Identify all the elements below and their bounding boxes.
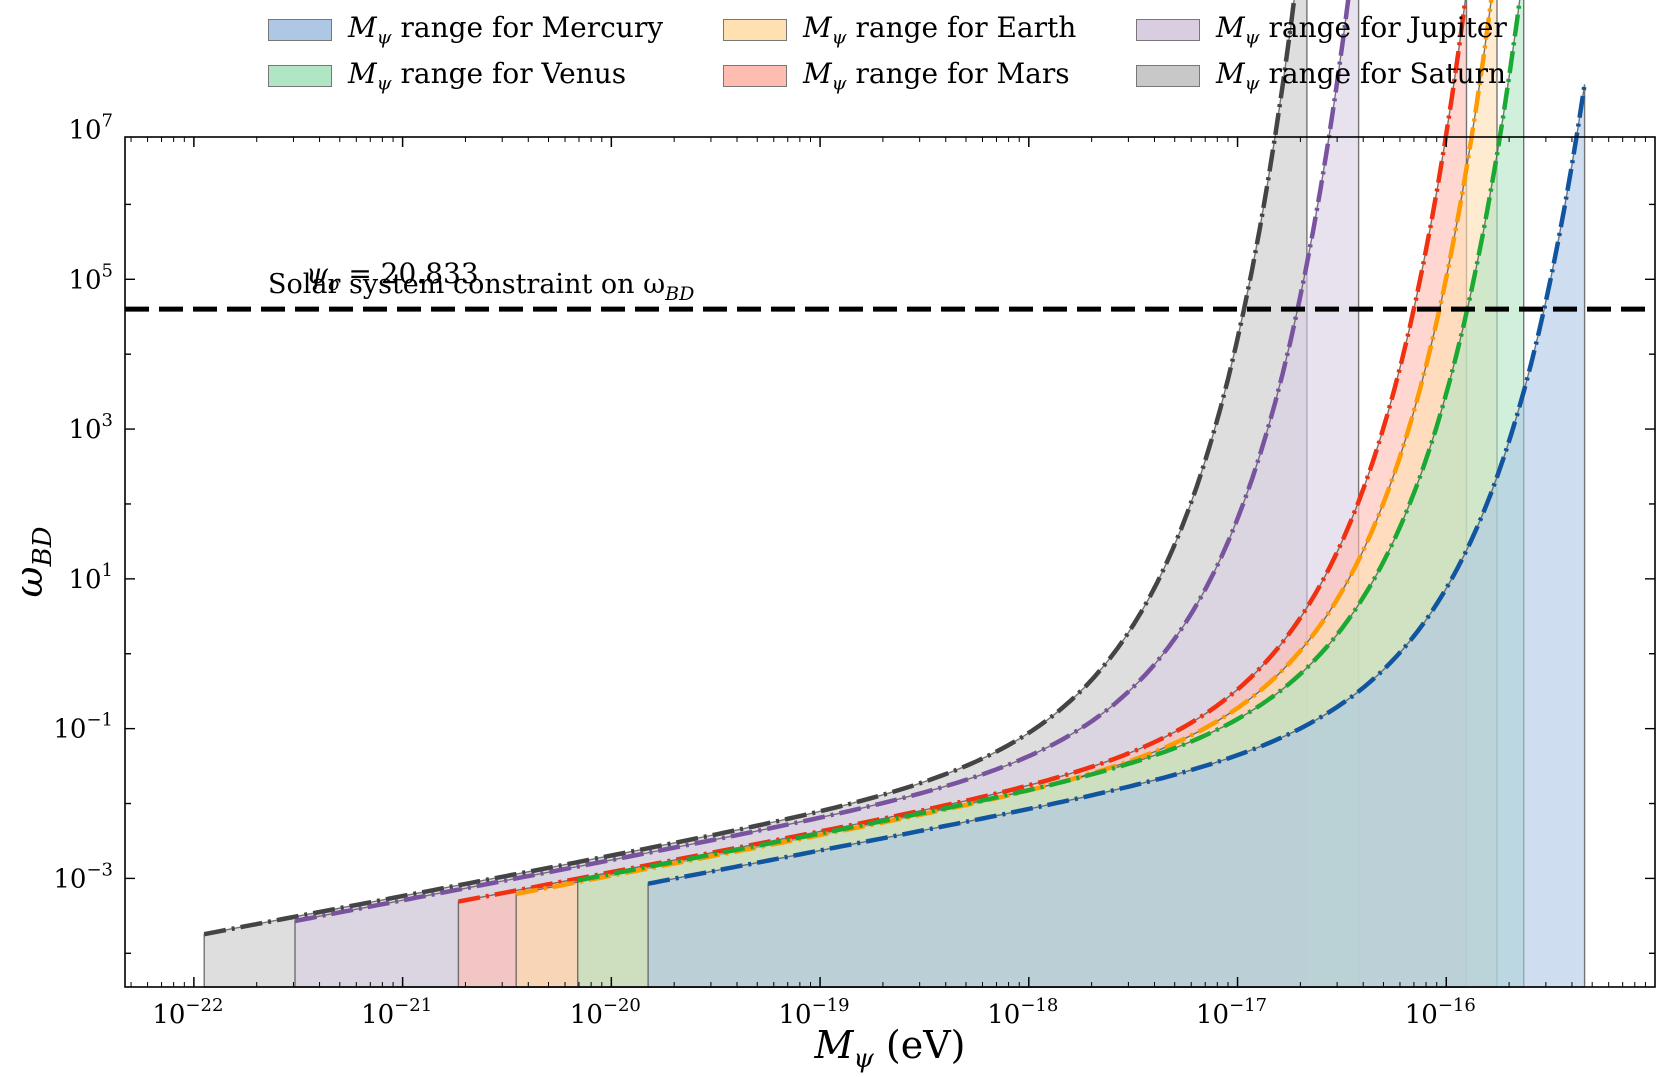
legend-swatch	[1136, 19, 1200, 41]
legend-label: Mψ range for Earth	[803, 11, 1077, 49]
psi-annotation: ψo = 20.833	[306, 257, 479, 295]
y-tick-label: 10−3	[53, 859, 113, 894]
constraint-label: Solar system constraint on ωBD	[268, 269, 694, 305]
area-fills	[203, 0, 1586, 988]
legend-swatch	[723, 19, 787, 41]
legend-item-venus: Mψ range for Venus	[268, 56, 626, 96]
legend-label: Mψ range for Venus	[348, 57, 627, 95]
x-tick-label: 10−22	[152, 995, 223, 1030]
y-tick-label: 101	[68, 560, 113, 595]
curve-venus	[577, 0, 1522, 883]
legend-swatch	[723, 65, 787, 87]
x-axis-label: Mψ (eV)	[814, 1023, 966, 1074]
x-tick-label: 10−21	[361, 995, 432, 1030]
x-tick-label: 10−20	[570, 995, 641, 1030]
legend-item-jupiter: Mψ range for Jupiter	[1136, 10, 1507, 50]
legend-swatch	[268, 19, 332, 41]
y-axis-label: ωBD	[7, 526, 58, 597]
legend-label: Mψ range for Mars	[803, 57, 1070, 95]
legend-swatch	[268, 65, 332, 87]
y-tick-label: 105	[68, 260, 113, 295]
legend-item-saturn: Mψ range for Saturn	[1136, 56, 1506, 96]
curve-mercury	[647, 84, 1587, 886]
y-tick-label: 103	[68, 410, 113, 445]
curve-jupiter	[294, 0, 1351, 924]
legend-item-mercury: Mψ range for Mercury	[268, 10, 663, 50]
legend-swatch	[1136, 65, 1200, 87]
series-lines	[203, 0, 1587, 937]
x-tick-label: 10−19	[779, 995, 850, 1030]
x-tick-label: 10−17	[1196, 995, 1267, 1030]
tick-labels: 10−22 10−21 10−20 10−19 10−18 10−17 10−16 10−3 1…	[53, 111, 1476, 1030]
legend-item-mars: Mψ range for Mars	[723, 56, 1070, 96]
axis-ticks	[125, 137, 1655, 987]
y-tick-label: 10−1	[53, 710, 113, 745]
legend-item-earth: Mψ range for Earth	[723, 10, 1076, 50]
plot-frame	[124, 136, 1656, 988]
x-tick-label: 10−16	[1405, 995, 1476, 1030]
y-tick-label: 107	[68, 111, 113, 146]
legend-label: Mψ range for Jupiter	[1216, 11, 1507, 49]
x-tick-label: 10−18	[987, 995, 1058, 1030]
legend-label: Mψ range for Saturn	[1216, 57, 1507, 95]
legend: Mψ range for Mercury Mψ range for Venus …	[268, 8, 1528, 98]
legend-label: Mψ range for Mercury	[348, 11, 664, 49]
curve-mars	[457, 0, 1468, 904]
curve-saturn	[203, 0, 1297, 937]
